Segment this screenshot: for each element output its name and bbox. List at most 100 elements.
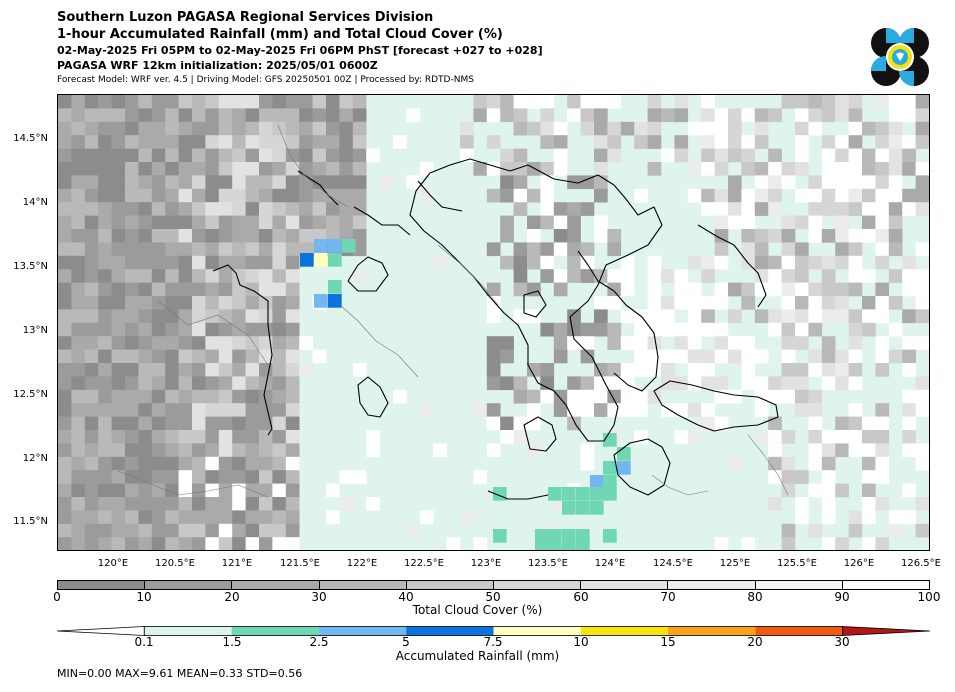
cloud-cell	[151, 349, 166, 364]
cloud-cell	[218, 363, 233, 377]
cloud-cell	[768, 175, 782, 190]
cloud-cell	[553, 389, 568, 404]
cloud-cover-colorbar	[57, 580, 930, 590]
cloud-cell	[728, 148, 742, 163]
cloud-cell	[674, 430, 689, 444]
cloud-cell	[151, 430, 166, 444]
lon-label: 126°E	[843, 558, 875, 569]
cloud-cell	[486, 188, 501, 203]
cloud-cell	[915, 389, 929, 404]
cloud-cell	[125, 108, 139, 123]
cloud-cell	[71, 229, 86, 243]
cloud-cell	[259, 416, 273, 431]
cloud-cell	[366, 430, 380, 444]
cloud-cell	[218, 456, 233, 471]
cloud-cell	[58, 188, 72, 203]
cloud-cell	[58, 282, 72, 297]
cloud-cell	[98, 363, 112, 377]
cloud-cell	[888, 95, 903, 109]
cloud-cell	[875, 296, 890, 310]
cloud-cell	[58, 255, 72, 270]
cloud-cell	[205, 121, 220, 136]
cloud-cell	[111, 229, 126, 243]
cloud-cell	[285, 322, 300, 337]
cloud-cell	[781, 470, 796, 484]
cloud-cell	[71, 175, 86, 190]
cloud-cell	[111, 188, 126, 203]
cloud-cell	[205, 336, 220, 350]
cloud-cell	[728, 389, 742, 404]
cloud-cell	[674, 269, 689, 283]
cloud-cell	[259, 523, 273, 538]
rainfall-over-swatch	[842, 626, 930, 636]
cloud-cell	[808, 229, 823, 243]
cloud-cell	[835, 483, 849, 498]
cloud-cell	[714, 188, 729, 203]
cloud-cell	[915, 403, 929, 417]
cloud-cell	[339, 148, 354, 163]
cloud-cell	[701, 108, 715, 123]
cloud-cell	[352, 95, 367, 109]
cloud-cell	[272, 269, 287, 283]
cloud-cell	[701, 403, 715, 417]
cloud-cell	[58, 363, 72, 377]
cloud-cell	[58, 523, 72, 538]
cloud-cell	[138, 215, 153, 230]
cloud-cell	[594, 188, 608, 203]
lon-label: 120.5°E	[155, 558, 195, 569]
cloud-cell	[272, 456, 287, 471]
cloud-cell	[312, 162, 327, 176]
rainfall-cell	[548, 541, 562, 550]
cloud-cell	[540, 242, 555, 257]
cloud-cell	[299, 336, 313, 350]
cloud-cell	[915, 95, 929, 109]
cloud-cell	[433, 443, 447, 458]
cloud-cell	[486, 135, 501, 149]
cloud-cell	[178, 202, 193, 216]
cloud-cell	[500, 376, 514, 391]
cloud-cell	[553, 242, 568, 257]
cloud-cell	[339, 135, 354, 149]
cloud-cell	[687, 336, 702, 350]
cloud-cell	[285, 336, 300, 350]
cloud-cell	[245, 108, 260, 123]
cloud-cell	[352, 148, 367, 163]
cloud-cell	[232, 470, 246, 484]
cloud-cell	[58, 349, 72, 364]
cloud-cell	[875, 537, 890, 550]
cloud-cell	[754, 162, 769, 176]
cloud-cell	[848, 282, 863, 297]
cloud-cell	[929, 443, 930, 457]
cloud-cell	[138, 121, 153, 136]
cloud-cell	[125, 416, 139, 431]
cloud-cell	[527, 416, 541, 431]
cloud-cell	[111, 430, 126, 444]
cloud-cell	[98, 282, 112, 297]
cloud-cell	[111, 376, 126, 391]
cloud-cell	[513, 416, 528, 431]
cloud-cell	[594, 363, 608, 377]
cloud-cell	[285, 470, 300, 484]
cloud-cell	[84, 148, 99, 163]
cloud-cell	[902, 135, 916, 149]
cloud-cell	[553, 202, 568, 216]
cloud-cell	[192, 537, 206, 550]
cloud-cell	[218, 242, 233, 257]
cloud-cell	[781, 336, 796, 350]
cloud-cell	[138, 255, 153, 270]
cloud-cell	[205, 322, 220, 337]
rainfall-cell	[300, 253, 314, 267]
cloud-cell	[902, 483, 916, 498]
cloud-cell	[205, 376, 220, 391]
cloud-cell	[714, 229, 729, 243]
cloud-cell	[594, 148, 608, 163]
cloud-cell	[821, 483, 836, 498]
cloud-cell	[138, 108, 153, 123]
cloud-cell	[192, 162, 206, 176]
cloud-cell	[259, 215, 273, 230]
cloud-cell	[527, 162, 541, 176]
cloud-cell	[245, 510, 260, 525]
cloud-cell	[192, 188, 206, 203]
cloud-cell	[808, 282, 823, 297]
cloud-cell	[714, 242, 729, 257]
